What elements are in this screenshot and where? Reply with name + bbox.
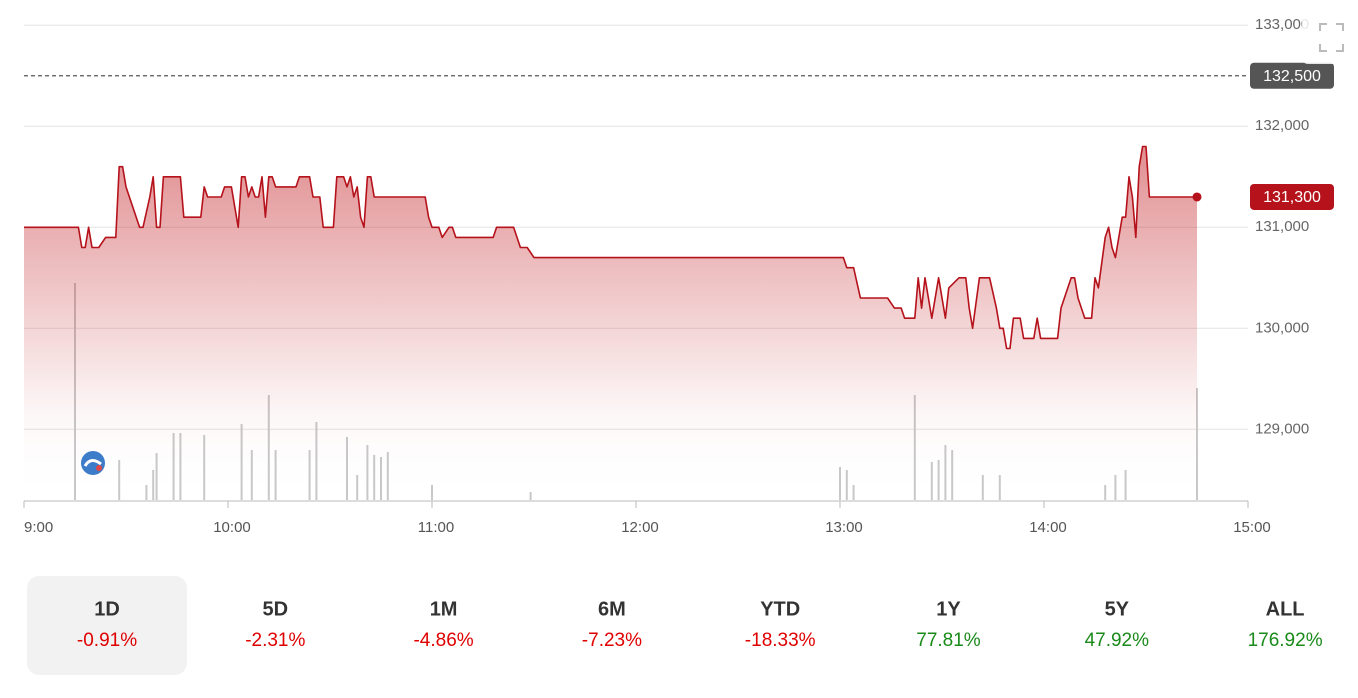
fullscreen-button[interactable] (1302, 14, 1354, 64)
period-tab[interactable] (195, 576, 355, 675)
period-tab[interactable] (700, 576, 860, 675)
y-tick-label: 129,000 (1255, 420, 1309, 437)
period-change: -4.86% (413, 630, 473, 651)
last-price-label: 131,300 (1263, 189, 1321, 206)
period-tab[interactable] (532, 576, 692, 675)
period-label: ALL (1266, 598, 1305, 620)
period-change: 77.81% (916, 630, 981, 651)
x-tick-label: 9:00 (24, 519, 53, 536)
period-tab[interactable] (869, 576, 1029, 675)
period-label: 1D (94, 598, 120, 620)
logo (81, 451, 105, 475)
reference-label: 132,500 (1263, 68, 1321, 85)
x-tick-label: 14:00 (1029, 519, 1067, 536)
x-tick-label: 10:00 (213, 519, 251, 536)
period-label: 1M (430, 598, 458, 620)
x-tick-label: 12:00 (621, 519, 659, 536)
x-tick-label: 11:00 (418, 519, 454, 536)
period-change: -7.23% (582, 630, 642, 651)
y-tick-label: 130,000 (1255, 319, 1309, 336)
last-point (1192, 192, 1202, 202)
price-line (24, 145, 1197, 350)
period-label: 5Y (1105, 598, 1130, 620)
y-tick-label: 133,000 (1255, 16, 1309, 33)
period-change: -0.91% (77, 630, 137, 651)
price-area (24, 146, 1197, 500)
period-label: 5D (263, 598, 289, 620)
period-change: 47.92% (1085, 630, 1150, 651)
y-tick-label: 132,000 (1255, 117, 1309, 134)
reference-badge (1250, 62, 1334, 89)
y-tick-label: 131,000 (1255, 218, 1309, 235)
period-tab[interactable] (1037, 576, 1197, 675)
period-change: -18.33% (745, 630, 816, 651)
period-tab[interactable] (27, 576, 187, 675)
period-change: 176.92% (1248, 630, 1323, 651)
period-label: YTD (760, 598, 800, 620)
period-change: -2.31% (245, 630, 305, 651)
x-tick-label: 13:00 (825, 519, 863, 536)
last-price-badge (1250, 183, 1334, 210)
period-tab[interactable] (364, 576, 524, 675)
period-label: 6M (598, 598, 626, 620)
period-tab[interactable] (1205, 576, 1358, 675)
period-label: 1Y (936, 598, 961, 620)
tab-selected-bg (27, 576, 187, 675)
x-tick-label: 15:00 (1233, 519, 1271, 536)
